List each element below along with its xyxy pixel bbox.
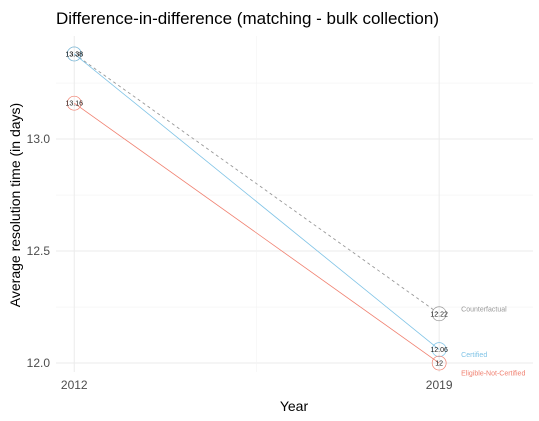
y-tick-label: 13.0 xyxy=(27,132,51,146)
point-eligible-not-certified xyxy=(66,95,82,111)
data-label-certified: 12.06 xyxy=(430,347,448,354)
chart-title: Difference-in-difference (matching - bul… xyxy=(56,9,439,28)
data-label-certified: 13.38 xyxy=(65,51,83,58)
y-tick-label: 12.5 xyxy=(27,244,51,258)
data-label-eligible-not-certified: 12 xyxy=(435,361,443,368)
series-label-counterfactual: Counterfactual xyxy=(461,306,507,313)
point-certified xyxy=(66,46,82,62)
tick-labels: 12.0 12.5 13.0 2012 2019 xyxy=(27,132,453,392)
x-tick-label: 2012 xyxy=(61,378,88,392)
point-markers: 13.3812.22Counterfactual13.3812.06Certif… xyxy=(65,46,525,378)
series-line-counterfactual xyxy=(73,53,440,315)
y-axis-title: Average resolution time (in days) xyxy=(7,103,23,307)
x-axis-title: Year xyxy=(280,398,309,414)
grid xyxy=(56,36,533,372)
point-counterfactual xyxy=(431,306,447,322)
series-label-eligible-not-certified: Eligible-Not-Certified xyxy=(461,371,525,378)
data-label-counterfactual: 13.38 xyxy=(65,51,83,58)
series-label-certified: Certified xyxy=(461,352,487,359)
data-label-counterfactual: 12.22 xyxy=(430,311,448,318)
point-eligible-not-certified xyxy=(431,355,447,371)
y-tick-label: 12.0 xyxy=(27,356,51,370)
x-tick-label: 2019 xyxy=(426,378,453,392)
series-line-certified xyxy=(73,53,440,350)
series-line-eligible-not-certified xyxy=(74,102,440,364)
data-label-eligible-not-certified: 13.16 xyxy=(65,101,83,108)
series-lines xyxy=(73,53,440,364)
point-certified xyxy=(431,342,447,357)
